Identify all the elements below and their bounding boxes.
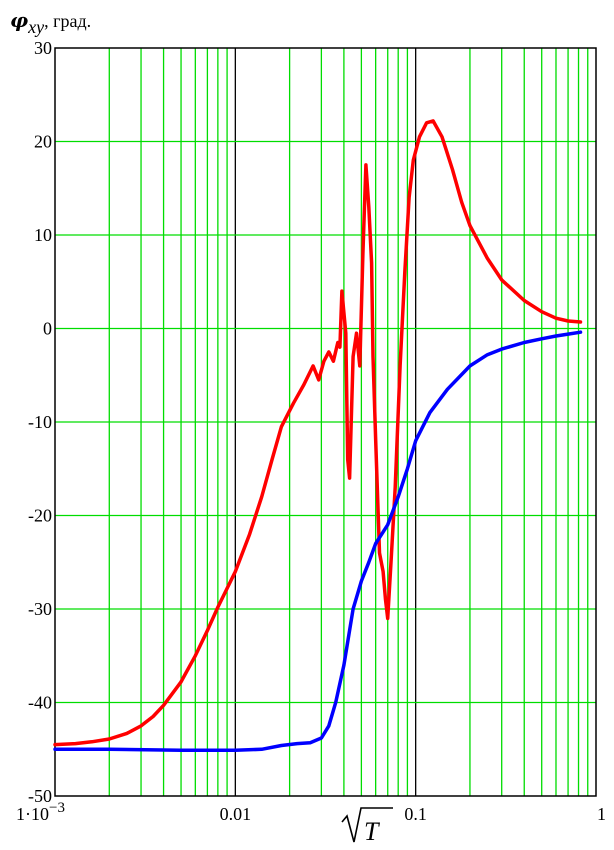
x-tick-label: 1 <box>597 804 606 824</box>
y-axis-label-symbol: φ <box>10 8 28 32</box>
y-tick-label: -20 <box>28 506 52 526</box>
x-axis-label: T <box>342 808 393 846</box>
grid <box>55 48 596 796</box>
y-tick-label: -30 <box>28 599 52 619</box>
y-axis-label-unit: , град. <box>44 11 91 31</box>
x-axis-label-text: T <box>364 817 380 846</box>
y-tick-label: 10 <box>34 225 52 245</box>
x-tick-label: 1·10−3 <box>16 800 65 824</box>
x-tick-label: 0.01 <box>220 804 252 824</box>
x-tick-label: 0.1 <box>404 804 427 824</box>
y-tick-label: -40 <box>28 693 52 713</box>
y-axis-label-subscript: xy <box>27 17 44 37</box>
y-tick-label: 30 <box>34 38 52 58</box>
y-tick-label: -10 <box>28 412 52 432</box>
y-tick-label: 20 <box>34 132 52 152</box>
y-tick-label: 0 <box>43 319 52 339</box>
y-axis-label: φxy, град. <box>10 8 91 37</box>
